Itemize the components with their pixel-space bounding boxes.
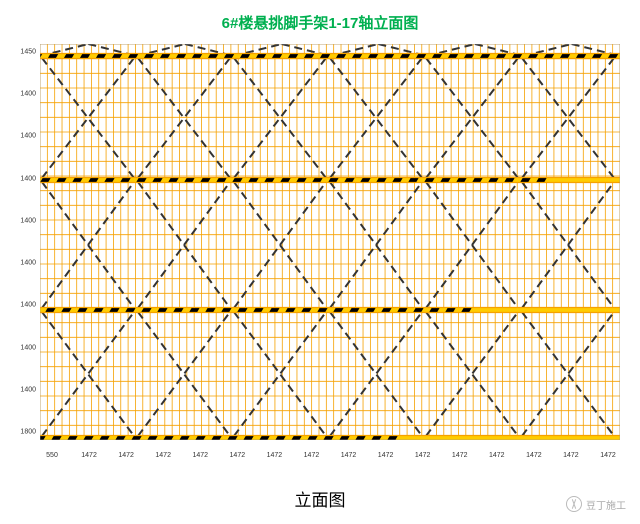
y-label: 1400 [20,175,36,182]
x-label: 1472 [341,452,357,459]
watermark-text: 豆丁施工 [586,497,626,512]
y-label: 1400 [20,91,36,98]
x-label: 1472 [489,452,505,459]
wechat-icon [566,496,582,512]
x-label: 1472 [452,452,468,459]
y-axis: 1450 1400 1400 1400 1400 1400 1400 1400 1400 1800 [8,44,38,440]
x-label: 1472 [81,452,97,459]
elevation-diagram [40,44,620,440]
x-label: 550 [46,452,58,459]
y-label: 1400 [20,260,36,267]
x-axis: 550 1472 1472 1472 1472 1472 1472 1472 1472 1472 1… [40,444,620,464]
y-label: 1400 [20,302,36,309]
x-label: 1472 [118,452,134,459]
x-label: 1472 [267,452,283,459]
x-label: 1472 [155,452,171,459]
y-label: 1450 [20,49,36,56]
y-label: 1400 [20,217,36,224]
y-label: 1400 [20,133,36,140]
x-label: 1472 [600,452,616,459]
y-label: 1800 [20,429,36,436]
x-label: 1472 [378,452,394,459]
x-label: 1472 [526,452,542,459]
x-label: 1472 [563,452,579,459]
caption: 立面图 [0,486,640,511]
watermark: 豆丁施工 [566,496,626,512]
diagram-title: 6#楼悬挑脚手架1-17轴立面图 [0,0,640,33]
y-label: 1400 [20,386,36,393]
x-label: 1472 [230,452,246,459]
x-label: 1472 [415,452,431,459]
y-label: 1400 [20,344,36,351]
x-label: 1472 [304,452,320,459]
x-label: 1472 [192,452,208,459]
